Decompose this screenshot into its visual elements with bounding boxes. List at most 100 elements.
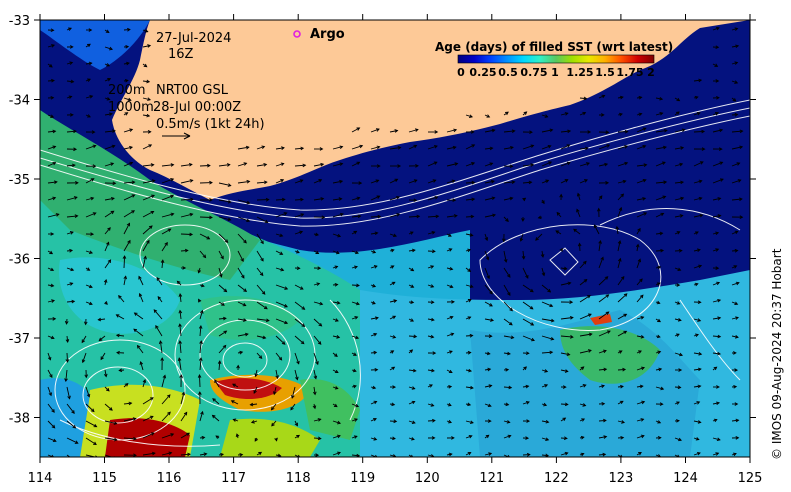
current-vector bbox=[218, 199, 231, 203]
current-vector bbox=[655, 161, 666, 167]
current-vector-head bbox=[471, 162, 476, 166]
current-vector-head bbox=[549, 303, 554, 308]
current-vector bbox=[503, 335, 514, 339]
current-vector-head bbox=[695, 333, 699, 338]
current-vector-head bbox=[47, 356, 52, 361]
current-vector bbox=[157, 296, 163, 303]
current-vector-head bbox=[638, 350, 642, 354]
current-vector bbox=[465, 162, 475, 167]
current-vector bbox=[446, 146, 456, 150]
current-vector bbox=[408, 129, 419, 133]
current-vector bbox=[123, 128, 133, 133]
current-vector-head bbox=[149, 397, 154, 401]
current-vector-head bbox=[90, 232, 95, 236]
current-vector bbox=[541, 114, 548, 118]
current-vector-head bbox=[125, 44, 130, 49]
current-vector bbox=[237, 267, 245, 279]
current-vector bbox=[123, 255, 126, 269]
current-vector-head bbox=[734, 368, 739, 372]
current-vector-head bbox=[133, 328, 138, 333]
current-vector-head bbox=[656, 282, 661, 286]
current-vector-head bbox=[142, 378, 147, 383]
current-vector-head bbox=[598, 239, 602, 244]
current-vector-head bbox=[253, 390, 257, 394]
current-vector-head bbox=[734, 27, 739, 31]
current-vector-head bbox=[453, 128, 458, 133]
current-vector bbox=[332, 233, 341, 237]
current-vector bbox=[541, 335, 554, 340]
current-vector-head bbox=[147, 44, 152, 48]
current-vector-head bbox=[170, 194, 175, 199]
current-vector bbox=[560, 369, 568, 372]
current-vector-head bbox=[88, 61, 93, 66]
current-vector bbox=[503, 435, 511, 439]
current-vector-head bbox=[300, 213, 305, 217]
current-vector bbox=[123, 437, 137, 440]
current-vector-head bbox=[620, 275, 625, 280]
current-vector-head bbox=[411, 437, 415, 441]
current-vector-head bbox=[299, 286, 304, 290]
current-vector-head bbox=[243, 288, 248, 292]
current-vector bbox=[142, 97, 151, 101]
current-vector-head bbox=[717, 197, 722, 201]
current-vector-head bbox=[105, 29, 110, 34]
current-vector bbox=[351, 145, 363, 150]
current-vector bbox=[712, 178, 724, 184]
current-vector bbox=[555, 230, 562, 235]
current-vector-head bbox=[535, 237, 539, 241]
current-vector-head bbox=[235, 433, 240, 438]
current-vector bbox=[275, 233, 283, 237]
current-vector-head bbox=[735, 316, 740, 320]
current-vector-head bbox=[545, 419, 550, 424]
current-vector-head bbox=[582, 403, 587, 407]
current-vector-head bbox=[71, 299, 76, 304]
current-vector bbox=[712, 197, 721, 201]
current-vector-head bbox=[146, 113, 151, 118]
current-vector-head bbox=[734, 301, 739, 305]
current-vector-head bbox=[177, 357, 182, 362]
current-vector bbox=[66, 420, 76, 429]
current-vector bbox=[123, 97, 131, 101]
depth-1000-label: 1000m bbox=[108, 100, 154, 115]
current-vector-head bbox=[695, 231, 699, 235]
current-vector-head bbox=[523, 366, 527, 370]
current-vector-head bbox=[372, 385, 377, 390]
current-vector-head bbox=[716, 437, 721, 442]
current-vector-head bbox=[701, 129, 706, 134]
current-vector-head bbox=[300, 340, 305, 345]
current-vector bbox=[636, 278, 643, 286]
current-vector-head bbox=[393, 419, 398, 424]
current-vector-head bbox=[209, 215, 213, 220]
current-vector bbox=[351, 197, 360, 201]
current-vector-head bbox=[168, 451, 173, 456]
current-vector-head bbox=[676, 231, 681, 235]
current-vector bbox=[313, 179, 322, 184]
x-tick-121: 121 bbox=[479, 471, 504, 486]
current-vector bbox=[66, 231, 74, 235]
current-vector-head bbox=[717, 334, 722, 339]
current-vector-head bbox=[467, 316, 472, 320]
current-vector bbox=[85, 301, 93, 305]
current-vector-head bbox=[584, 179, 588, 183]
current-vector bbox=[408, 401, 415, 405]
current-vector bbox=[693, 249, 701, 252]
current-vector-head bbox=[207, 163, 211, 168]
current-vector-head bbox=[147, 97, 152, 101]
current-vector-head bbox=[409, 349, 414, 353]
current-vector-head bbox=[697, 384, 702, 389]
current-vector bbox=[446, 333, 454, 337]
current-vector bbox=[731, 146, 743, 150]
current-vector bbox=[522, 267, 529, 279]
current-vector-head bbox=[676, 301, 681, 305]
current-vector-head bbox=[50, 114, 55, 118]
current-vector bbox=[576, 209, 581, 218]
current-vector-head bbox=[587, 130, 592, 134]
current-vector-head bbox=[109, 46, 113, 51]
current-vector bbox=[598, 276, 609, 286]
current-vector bbox=[123, 223, 130, 235]
date-label: 27-Jul-2024 bbox=[156, 31, 231, 46]
y-tick-35: -35 bbox=[9, 173, 30, 188]
current-vector bbox=[351, 161, 360, 167]
current-vector-head bbox=[509, 196, 514, 201]
current-vector bbox=[104, 145, 115, 150]
